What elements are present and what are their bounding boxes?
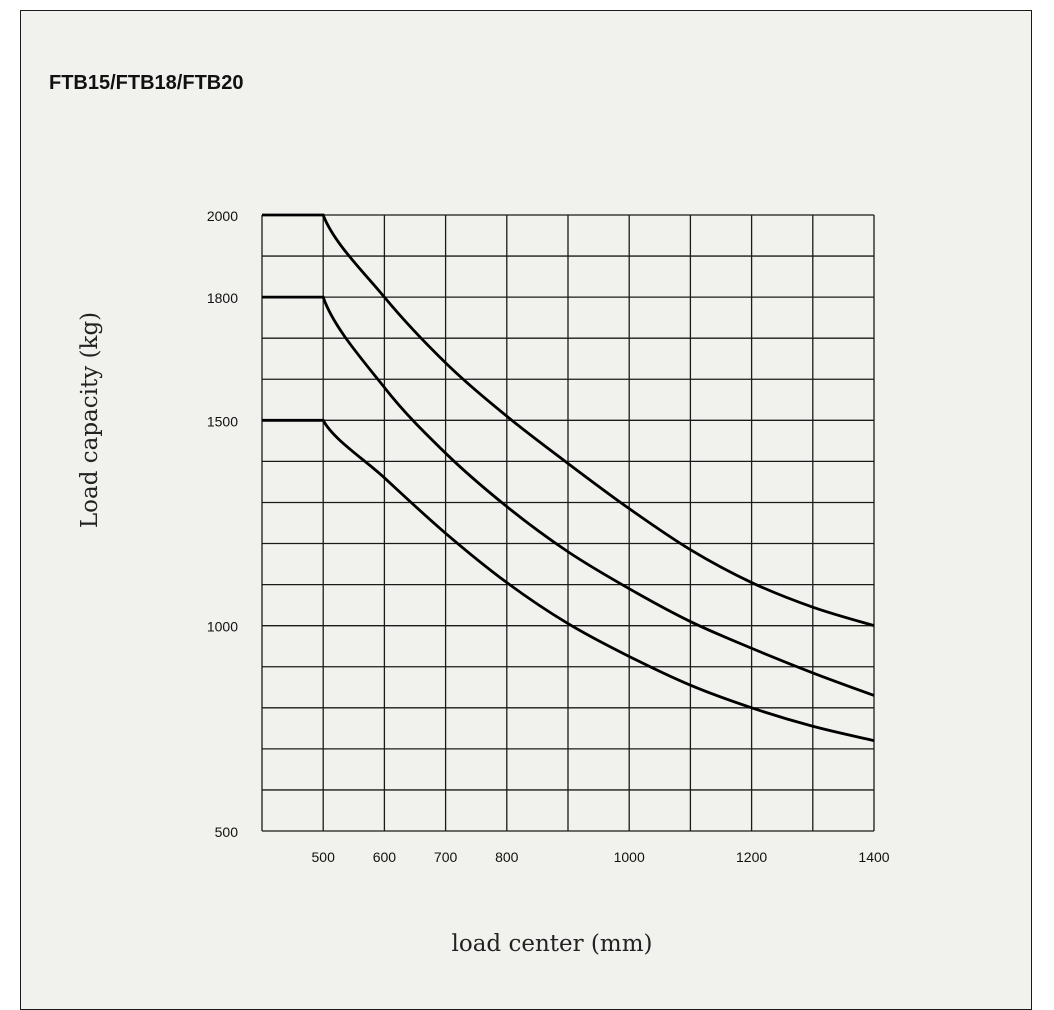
chart-frame [20, 10, 1032, 1010]
capacity-curve [262, 418, 875, 743]
x-axis-title: load center (mm) [452, 931, 653, 957]
x-axis-labels: 500 600 700 800 1000 1200 1400 [312, 849, 890, 865]
x-tick-label: 600 [373, 849, 397, 865]
y-tick-label: 2000 [207, 208, 238, 224]
x-tick-label: 500 [312, 849, 336, 865]
x-tick-label: 700 [434, 849, 458, 865]
y-tick-label: 1800 [207, 290, 238, 306]
capacity-curve [262, 295, 875, 697]
x-tick-label: 1400 [858, 849, 889, 865]
y-tick-label: 500 [215, 824, 239, 840]
x-tick-label: 1000 [614, 849, 645, 865]
capacity-curves [262, 213, 875, 743]
y-axis-title: Load capacity (kg) [77, 312, 103, 528]
x-tick-label: 1200 [736, 849, 767, 865]
x-tick-label: 800 [495, 849, 519, 865]
y-tick-label: 1500 [207, 413, 238, 429]
chart-grid [261, 214, 875, 832]
capacity-curve [262, 213, 875, 628]
chart-title: FTB15/FTB18/FTB20 [49, 72, 244, 94]
y-axis-labels: 500 1000 1500 1800 2000 [207, 208, 238, 840]
y-tick-label: 1000 [207, 619, 238, 635]
